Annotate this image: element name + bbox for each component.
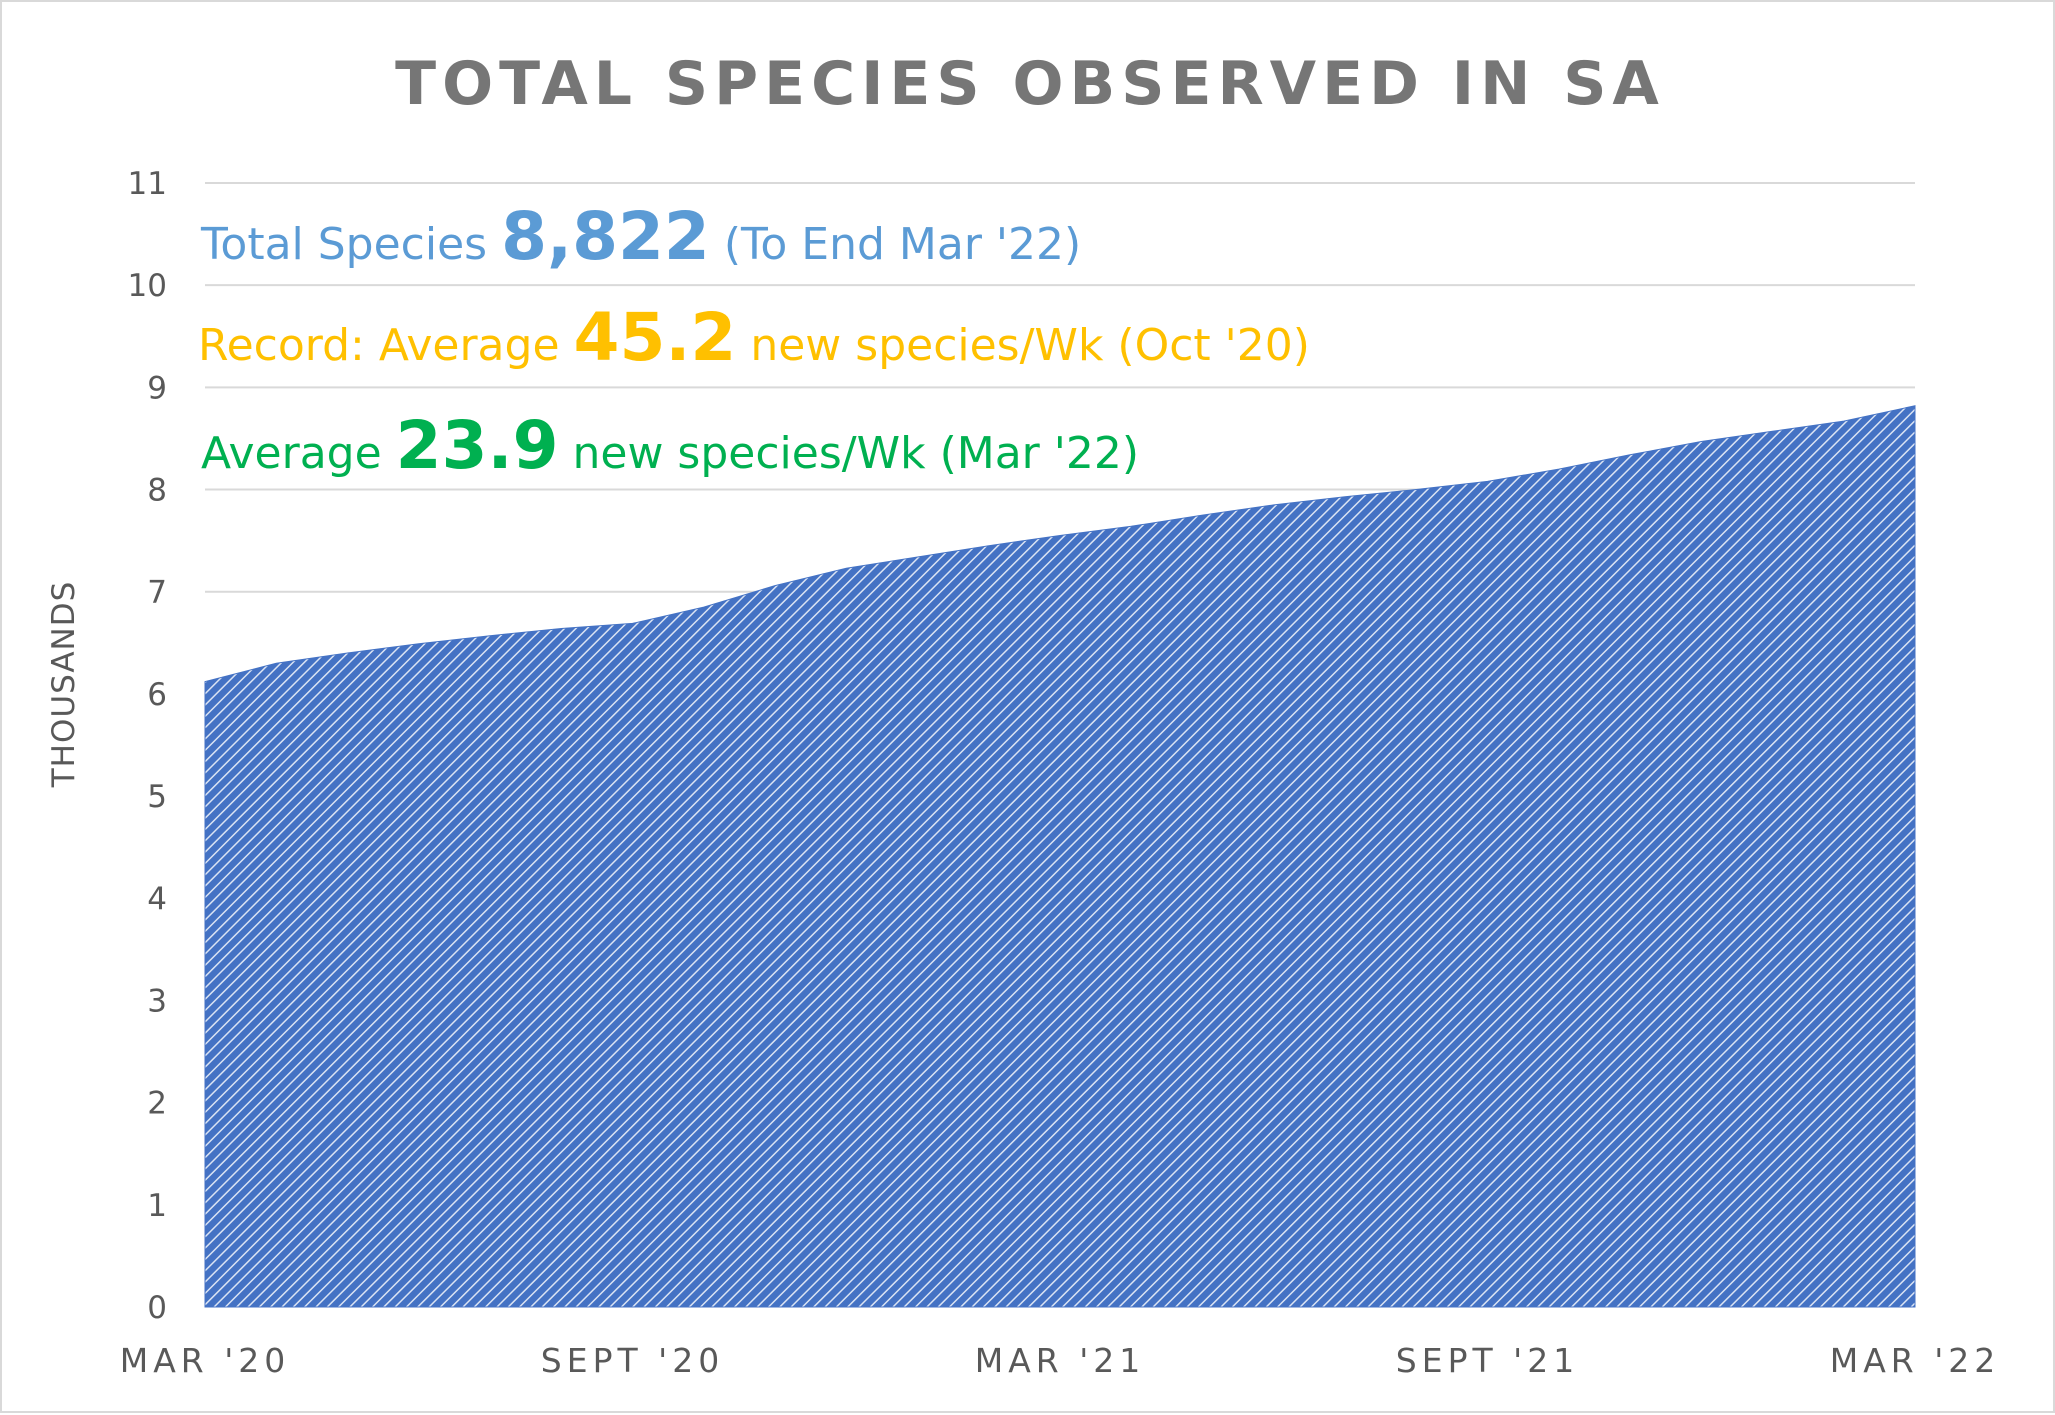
data-point — [1202, 514, 1204, 516]
annotation-current-prefix: Average — [201, 428, 396, 479]
annotation-record-average: Record: Average 45.2 new species/Wk (Oct… — [198, 299, 1310, 376]
data-point — [418, 643, 420, 645]
y-tick-label: 5 — [147, 779, 167, 815]
area-series — [204, 405, 1916, 1308]
annotation-total-suffix: (To End Mar '22) — [710, 219, 1081, 270]
y-tick-label: 6 — [147, 677, 167, 713]
data-point — [1273, 504, 1275, 506]
annotation-current-average: Average 23.9 new species/Wk (Mar '22) — [201, 407, 1139, 484]
y-tick-label: 7 — [147, 575, 167, 611]
x-axis-ticks: MAR '20 SEPT '20 MAR '21 SEPT '21 MAR '22 — [120, 1341, 2001, 1380]
data-point — [489, 635, 491, 637]
data-point — [1487, 480, 1489, 482]
data-point — [560, 628, 562, 630]
data-point — [1130, 525, 1132, 527]
y-tick-label: 2 — [147, 1086, 167, 1122]
x-tick-label: SEPT '21 — [1396, 1341, 1579, 1380]
y-axis-title: THOUSANDS — [46, 581, 82, 789]
data-point — [1914, 405, 1916, 407]
y-tick-label: 10 — [128, 268, 167, 304]
data-point — [1700, 441, 1702, 443]
y-tick-label: 4 — [147, 881, 167, 917]
data-point — [703, 606, 705, 608]
data-point — [774, 585, 776, 587]
y-axis-ticks: 0 1 2 3 4 5 6 7 8 9 10 11 — [128, 166, 167, 1326]
data-point — [204, 681, 206, 683]
annotation-record-prefix: Record: Average — [198, 320, 574, 371]
annotation-current-suffix: new species/Wk (Mar '22) — [559, 428, 1139, 479]
annotation-total-species: Total Species 8,822 (To End Mar '22) — [200, 198, 1081, 275]
data-point — [1843, 420, 1845, 422]
data-point — [1344, 496, 1346, 498]
y-tick-label: 8 — [147, 473, 167, 509]
data-point — [1772, 430, 1774, 432]
annotation-total-prefix: Total Species — [200, 219, 501, 270]
y-tick-label: 11 — [128, 166, 167, 202]
data-point — [275, 662, 277, 664]
data-point — [1629, 454, 1631, 456]
data-point — [632, 622, 634, 624]
annotation-total-value: 8,822 — [501, 198, 710, 275]
data-point — [347, 652, 349, 654]
annotation-record-value: 45.2 — [574, 299, 737, 376]
x-tick-label: MAR '20 — [120, 1341, 291, 1380]
annotation-record-suffix: new species/Wk (Oct '20) — [736, 320, 1310, 371]
y-tick-label: 1 — [147, 1188, 167, 1224]
y-tick-label: 3 — [147, 983, 167, 1019]
data-point — [917, 556, 919, 558]
chart-title: TOTAL SPECIES OBSERVED IN SA — [395, 49, 1665, 119]
x-tick-label: MAR '21 — [975, 1341, 1146, 1380]
data-point — [1558, 468, 1560, 470]
y-tick-label: 9 — [147, 370, 167, 406]
data-point — [988, 545, 990, 547]
data-point — [1415, 489, 1417, 491]
x-tick-label: MAR '22 — [1830, 1341, 2001, 1380]
area-fill — [204, 405, 1916, 1308]
data-point — [845, 567, 847, 569]
annotation-current-value: 23.9 — [396, 407, 559, 484]
y-tick-label: 0 — [147, 1290, 167, 1326]
data-point — [1059, 535, 1061, 537]
x-tick-label: SEPT '20 — [541, 1341, 724, 1380]
